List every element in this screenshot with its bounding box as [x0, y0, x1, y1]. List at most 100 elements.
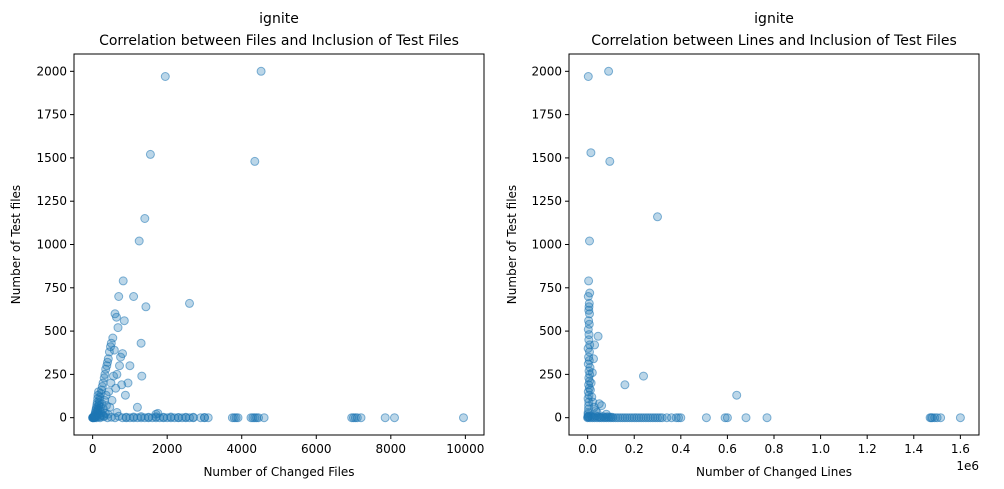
data-point: [185, 298, 194, 308]
y-tick-label: 750: [44, 281, 67, 295]
data-point: [618, 413, 628, 423]
data-point: [583, 72, 593, 81]
data-point: [136, 412, 146, 422]
data-point: [605, 156, 615, 166]
data-point: [141, 302, 151, 312]
scatter-points: [583, 66, 965, 423]
data-point: [100, 395, 110, 405]
data-point: [604, 66, 614, 76]
data-point: [104, 387, 114, 397]
data-point: [641, 413, 651, 423]
chart-title: ignite: [259, 11, 299, 27]
data-point: [109, 345, 119, 355]
data-point: [585, 288, 595, 298]
x-tick-label: 1.4: [904, 442, 923, 456]
data-point: [625, 413, 635, 423]
data-point: [586, 378, 596, 388]
data-point: [256, 66, 266, 76]
data-point: [390, 413, 399, 423]
data-point: [108, 333, 118, 343]
data-point: [667, 413, 676, 423]
chart-subtitle: Correlation between Files and Inclusion …: [99, 33, 459, 49]
data-point: [732, 390, 742, 400]
data-point: [136, 338, 146, 348]
data-point: [655, 413, 665, 423]
data-point: [106, 412, 116, 422]
data-point: [676, 413, 686, 423]
data-point: [103, 354, 113, 364]
y-tick-label: 2000: [36, 64, 67, 78]
data-point: [584, 276, 594, 286]
data-point: [380, 413, 390, 423]
x-tick-label: 4000: [226, 442, 257, 456]
data-point: [586, 148, 596, 158]
x-tick-label: 0.4: [671, 442, 690, 456]
data-point: [650, 413, 660, 423]
y-tick-label: 500: [539, 324, 562, 338]
data-point: [144, 412, 153, 422]
data-point: [662, 413, 672, 423]
data-point: [593, 331, 603, 341]
data-point: [188, 412, 198, 422]
subplot-files: ignite Correlation between Files and Inc…: [9, 11, 485, 479]
data-point: [259, 413, 269, 423]
data-point: [134, 236, 144, 246]
data-point: [140, 214, 150, 223]
data-point: [643, 413, 653, 423]
x-tick-label: 0: [89, 442, 97, 456]
x-axis-label: Number of Changed Files: [203, 465, 354, 479]
data-point: [584, 316, 594, 326]
data-point: [639, 371, 648, 381]
data-point: [620, 380, 630, 390]
data-point: [634, 413, 644, 423]
data-point: [99, 412, 109, 422]
chart-subtitle: Correlation between Lines and Inclusion …: [591, 33, 957, 49]
data-point: [590, 340, 600, 350]
data-point: [459, 413, 468, 423]
data-point: [701, 413, 711, 423]
data-point: [648, 413, 658, 423]
data-point: [118, 349, 127, 359]
y-tick-label: 2000: [531, 64, 562, 78]
data-point: [132, 402, 142, 412]
y-tick-label: 1250: [531, 194, 562, 208]
x-axis-label: Number of Changed Lines: [696, 465, 852, 479]
data-point: [657, 413, 667, 423]
data-point: [674, 413, 683, 423]
data-point: [627, 413, 637, 423]
data-point: [105, 402, 115, 412]
y-axis-label: Number of Test files: [9, 185, 23, 304]
data-point: [102, 361, 112, 371]
data-point: [936, 413, 946, 423]
y-tick-label: 1750: [531, 108, 562, 122]
data-point: [741, 413, 751, 423]
x-axis-ticks: 0.0 0.2 0.4 0.6 0.8 1.0 1.2 1.4 1.6: [578, 435, 970, 456]
data-point: [166, 412, 176, 422]
data-point: [120, 390, 130, 400]
x-tick-label: 2000: [152, 442, 183, 456]
data-point: [720, 413, 730, 423]
y-tick-label: 1000: [36, 238, 67, 252]
data-point: [112, 369, 122, 379]
x-tick-label: 0.6: [718, 442, 737, 456]
y-tick-label: 1750: [36, 108, 67, 122]
data-point: [118, 276, 128, 286]
scatter-points: [88, 66, 468, 423]
data-point: [119, 316, 129, 326]
chart-title: ignite: [754, 11, 794, 27]
x-axis-ticks: 0 2000 4000 6000 8000 10000: [89, 435, 484, 456]
x-tick-label: 8000: [376, 442, 407, 456]
x-tick-label: 10000: [446, 442, 484, 456]
data-point: [145, 149, 155, 159]
data-point: [585, 385, 595, 395]
y-axis-ticks: 0 250 500 750 1000 1250 1500 1750 2000: [36, 64, 74, 425]
data-point: [129, 292, 139, 301]
data-point: [107, 395, 117, 405]
data-point: [250, 156, 260, 166]
x-tick-label: 0.2: [625, 442, 644, 456]
data-point: [671, 413, 681, 423]
x-tick-label: 0.0: [578, 442, 597, 456]
y-tick-label: 0: [554, 411, 562, 425]
data-point: [646, 413, 655, 423]
data-point: [123, 378, 133, 388]
